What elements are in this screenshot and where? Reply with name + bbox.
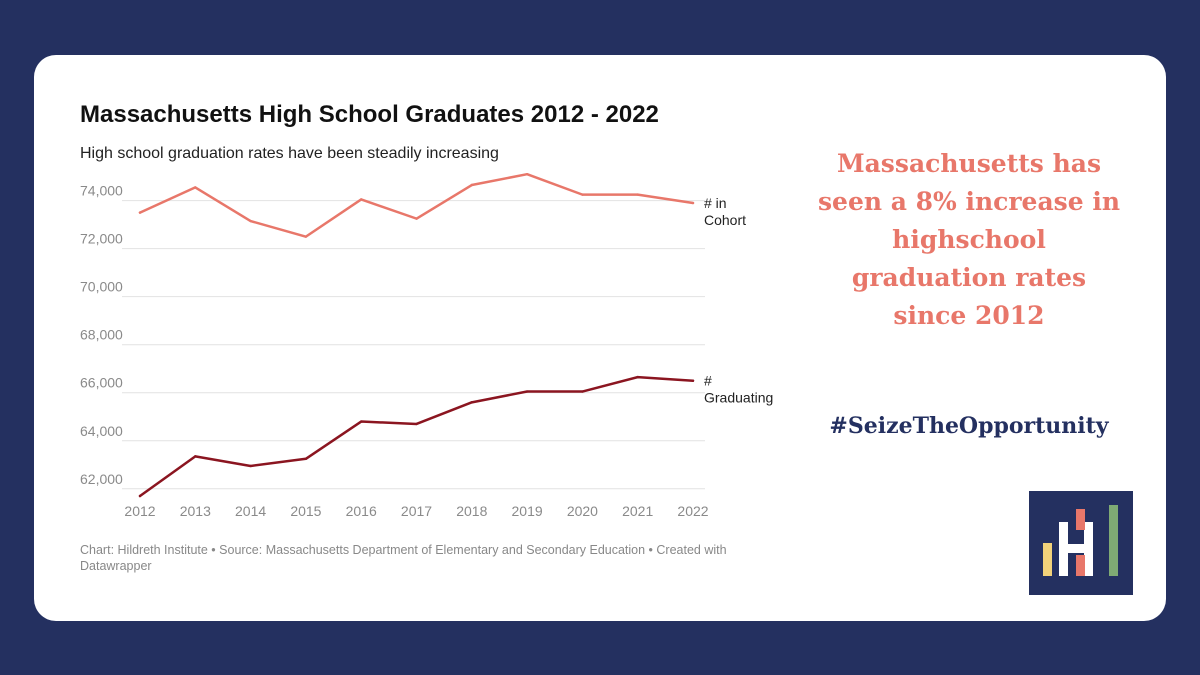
logo-h-right-bar [1084, 522, 1093, 576]
x-tick-label: 2015 [290, 503, 321, 519]
x-tick-label: 2019 [512, 503, 543, 519]
y-tick-label: 64,000 [80, 423, 123, 439]
y-tick-label: 66,000 [80, 375, 123, 391]
y-tick-label: 62,000 [80, 471, 123, 487]
data-point [691, 201, 695, 205]
callout-text: Massachusetts has seen a 8% increase in … [817, 149, 1121, 330]
data-point [415, 217, 418, 220]
x-tick-label: 2022 [677, 503, 708, 519]
x-tick-label: 2017 [401, 503, 432, 519]
series-label: # [704, 373, 712, 389]
y-tick-label: 72,000 [80, 231, 123, 247]
hildreth-institute-logo [1029, 491, 1133, 595]
x-tick-label: 2016 [346, 503, 377, 519]
data-point [194, 186, 197, 189]
line-chart: 62,000 64,000 66,000 68,000 70,000 72,000 74,0… [80, 172, 773, 519]
data-point [581, 193, 584, 196]
x-tick-label: 2018 [456, 503, 487, 519]
data-point [304, 457, 308, 460]
data-point [138, 211, 142, 214]
logo-bar-yellow [1043, 543, 1052, 576]
y-tick-label: 70,000 [80, 279, 123, 295]
chart-title: Massachusetts High School Graduates 2012… [80, 101, 659, 128]
data-point [691, 379, 695, 382]
x-tick-label: 2020 [567, 503, 598, 519]
data-point [360, 198, 363, 201]
series-label: # in [704, 195, 727, 211]
series-line-graduating [138, 375, 695, 498]
chart-footer: Chart: Hildreth Institute • Source: Mass… [80, 543, 727, 573]
chart-card: Massachusetts High School Graduates 2012… [34, 55, 1166, 621]
x-tick-label: 2013 [180, 503, 211, 519]
hashtag-text: #SeizeTheOpportunity [829, 413, 1109, 439]
chart-subtitle: High school graduation rates have been s… [80, 145, 499, 162]
logo-bar-red-top [1076, 509, 1085, 530]
data-point [636, 193, 639, 196]
data-point [138, 494, 142, 498]
data-point [525, 390, 529, 393]
series-label: Graduating [704, 390, 773, 406]
data-point [360, 420, 363, 423]
data-point [249, 464, 252, 468]
data-point [581, 390, 584, 393]
y-tick-label: 74,000 [80, 183, 123, 199]
data-point [415, 422, 418, 426]
data-point [249, 219, 252, 223]
data-point [470, 401, 473, 404]
logo-bar-green [1109, 505, 1118, 576]
data-point [636, 375, 639, 379]
x-tick-label: 2014 [235, 503, 266, 519]
y-tick-label: 68,000 [80, 327, 123, 343]
series-label: Cohort [704, 212, 746, 228]
data-point [525, 173, 529, 176]
logo-bar-red-bottom [1076, 555, 1085, 576]
x-tick-label: 2012 [124, 503, 155, 519]
data-point [470, 183, 473, 187]
x-tick-label: 2021 [622, 503, 653, 519]
data-point [194, 455, 197, 458]
data-point [304, 235, 308, 238]
series-line-cohort [138, 172, 695, 238]
logo-h-crossbar [1059, 544, 1093, 553]
